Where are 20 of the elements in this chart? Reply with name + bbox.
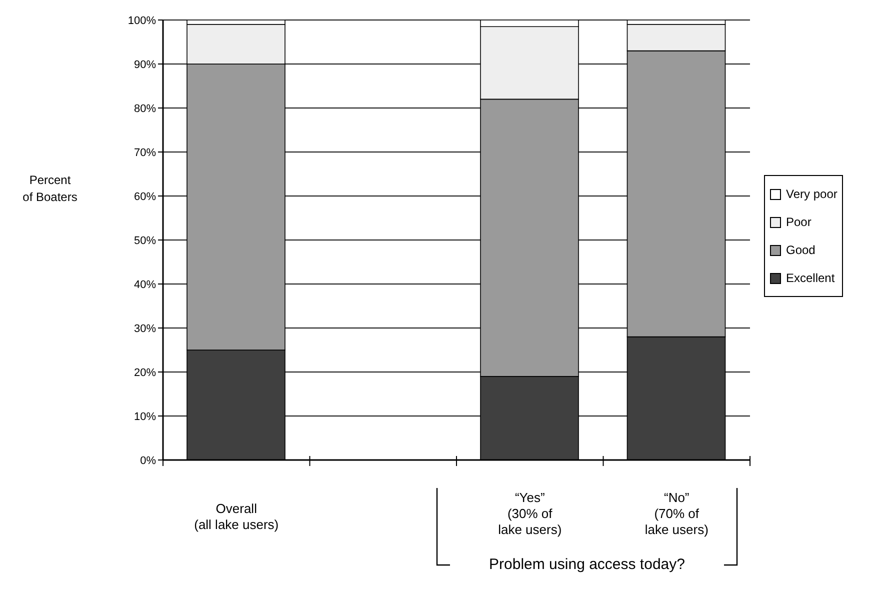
legend-label: Excellent	[786, 270, 835, 287]
legend-label: Poor	[786, 214, 812, 231]
x-tick-label: Overall (all lake users)	[194, 501, 279, 532]
x-tick-label: “No” (70% of lake users)	[644, 490, 708, 537]
text: Problem using access today?	[488, 556, 686, 573]
legend-label: Good	[786, 242, 816, 259]
y-tick-label: 50%	[134, 234, 156, 247]
y-tick-label: 80%	[134, 102, 156, 115]
y-tick-label: 40%	[134, 278, 156, 291]
x-tick-label: “Yes” (30% of lake users)	[498, 490, 562, 537]
y-tick-label: 60%	[134, 190, 156, 203]
y-tick-label: 70%	[134, 146, 156, 159]
y-tick-label: 10%	[134, 410, 156, 423]
legend-label: Very poor	[786, 186, 838, 203]
y-tick-label: 20%	[134, 366, 156, 379]
y-tick-label: 100%	[128, 14, 156, 27]
y-tick-label: 30%	[134, 322, 156, 335]
y-tick-label: 0%	[140, 454, 156, 467]
y-axis-title: Percent of Boaters	[22, 172, 78, 206]
y-tick-label: 90%	[134, 58, 156, 71]
